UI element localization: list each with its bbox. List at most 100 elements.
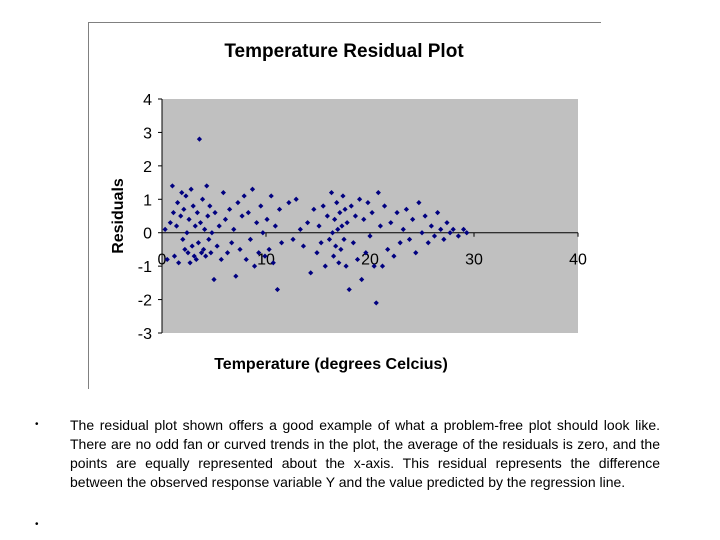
data-point xyxy=(335,226,341,232)
data-point xyxy=(216,223,222,229)
data-point xyxy=(406,236,413,242)
data-point xyxy=(260,230,266,236)
data-point xyxy=(193,256,199,263)
data-point xyxy=(167,220,173,226)
data-point xyxy=(212,210,218,216)
data-point xyxy=(220,190,226,196)
data-point xyxy=(377,223,383,229)
data-point xyxy=(227,206,233,212)
data-point xyxy=(229,240,235,246)
data-point xyxy=(403,206,409,212)
data-point xyxy=(326,236,333,242)
data-point xyxy=(268,193,274,199)
data-point xyxy=(218,256,224,263)
data-point xyxy=(182,246,188,253)
x-tick-label: 40 xyxy=(569,252,587,269)
data-point xyxy=(245,210,251,216)
data-point xyxy=(237,246,243,253)
data-point xyxy=(329,230,336,236)
data-point xyxy=(447,230,453,236)
data-point xyxy=(266,246,272,253)
data-point xyxy=(189,243,195,249)
data-point xyxy=(324,213,330,219)
data-point xyxy=(235,200,241,206)
data-point xyxy=(180,236,186,242)
data-point xyxy=(197,220,204,226)
data-point xyxy=(286,200,292,206)
data-point xyxy=(394,210,400,216)
x-tick-label: 0 xyxy=(158,252,167,269)
data-point xyxy=(201,246,207,253)
data-point xyxy=(191,253,197,259)
data-point xyxy=(333,243,339,249)
data-point xyxy=(397,240,403,246)
caption-text: The residual plot shown offers a good ex… xyxy=(70,417,660,490)
data-point xyxy=(164,256,170,263)
data-point xyxy=(186,216,192,222)
data-point xyxy=(203,253,209,259)
data-point xyxy=(461,226,467,232)
data-point xyxy=(450,226,456,232)
data-point xyxy=(431,233,438,239)
data-point xyxy=(175,200,181,206)
data-point xyxy=(169,183,175,189)
data-point xyxy=(332,216,338,222)
data-point xyxy=(199,196,206,202)
data-point xyxy=(247,236,253,242)
data-point xyxy=(341,236,347,242)
data-point xyxy=(254,220,260,226)
data-point xyxy=(198,250,205,256)
data-point xyxy=(352,213,359,219)
data-point xyxy=(343,263,349,269)
data-point xyxy=(391,253,397,259)
data-point xyxy=(241,193,247,199)
data-point xyxy=(338,246,344,253)
data-point xyxy=(249,186,256,192)
x-axis-title: Temperature (degrees Celcius) xyxy=(214,356,448,373)
data-point xyxy=(388,220,394,226)
data-point xyxy=(363,250,369,256)
data-point xyxy=(385,246,391,253)
chart-title: Temperature Residual Plot xyxy=(224,41,464,62)
chart-frame: Temperature Residual Plot Temperature (d… xyxy=(88,22,601,389)
data-point xyxy=(438,226,444,232)
data-point xyxy=(371,263,377,269)
y-tick-label: -3 xyxy=(138,326,152,343)
data-point xyxy=(222,216,229,222)
data-point xyxy=(179,190,185,196)
data-point xyxy=(350,240,356,246)
data-point xyxy=(425,240,431,246)
data-point xyxy=(188,186,194,192)
data-point xyxy=(214,243,220,249)
y-tick-label: 2 xyxy=(143,159,152,176)
y-tick-label: 3 xyxy=(143,125,152,142)
y-tick-label: -2 xyxy=(138,293,152,310)
y-tick-label: -1 xyxy=(138,259,152,276)
data-point xyxy=(410,216,416,222)
data-point xyxy=(243,256,249,263)
data-point xyxy=(258,203,264,209)
data-point xyxy=(346,286,352,293)
y-tick-label: 4 xyxy=(143,92,152,109)
x-tick-label: 30 xyxy=(465,252,483,269)
data-point xyxy=(416,200,422,206)
data-point xyxy=(348,203,354,209)
data-point xyxy=(336,260,342,266)
data-point xyxy=(413,250,419,256)
data-point xyxy=(192,223,198,229)
data-point xyxy=(196,136,203,142)
data-point xyxy=(373,300,379,306)
data-point xyxy=(367,233,373,239)
data-point xyxy=(444,220,450,226)
data-point xyxy=(354,256,361,263)
data-point xyxy=(239,213,245,219)
data-point xyxy=(184,230,190,236)
data-point xyxy=(419,230,425,236)
data-point xyxy=(300,243,307,249)
data-point xyxy=(435,210,441,216)
data-point xyxy=(181,206,187,212)
data-point xyxy=(375,190,381,196)
data-point xyxy=(422,213,428,219)
data-point xyxy=(464,230,470,236)
data-point xyxy=(359,276,365,283)
